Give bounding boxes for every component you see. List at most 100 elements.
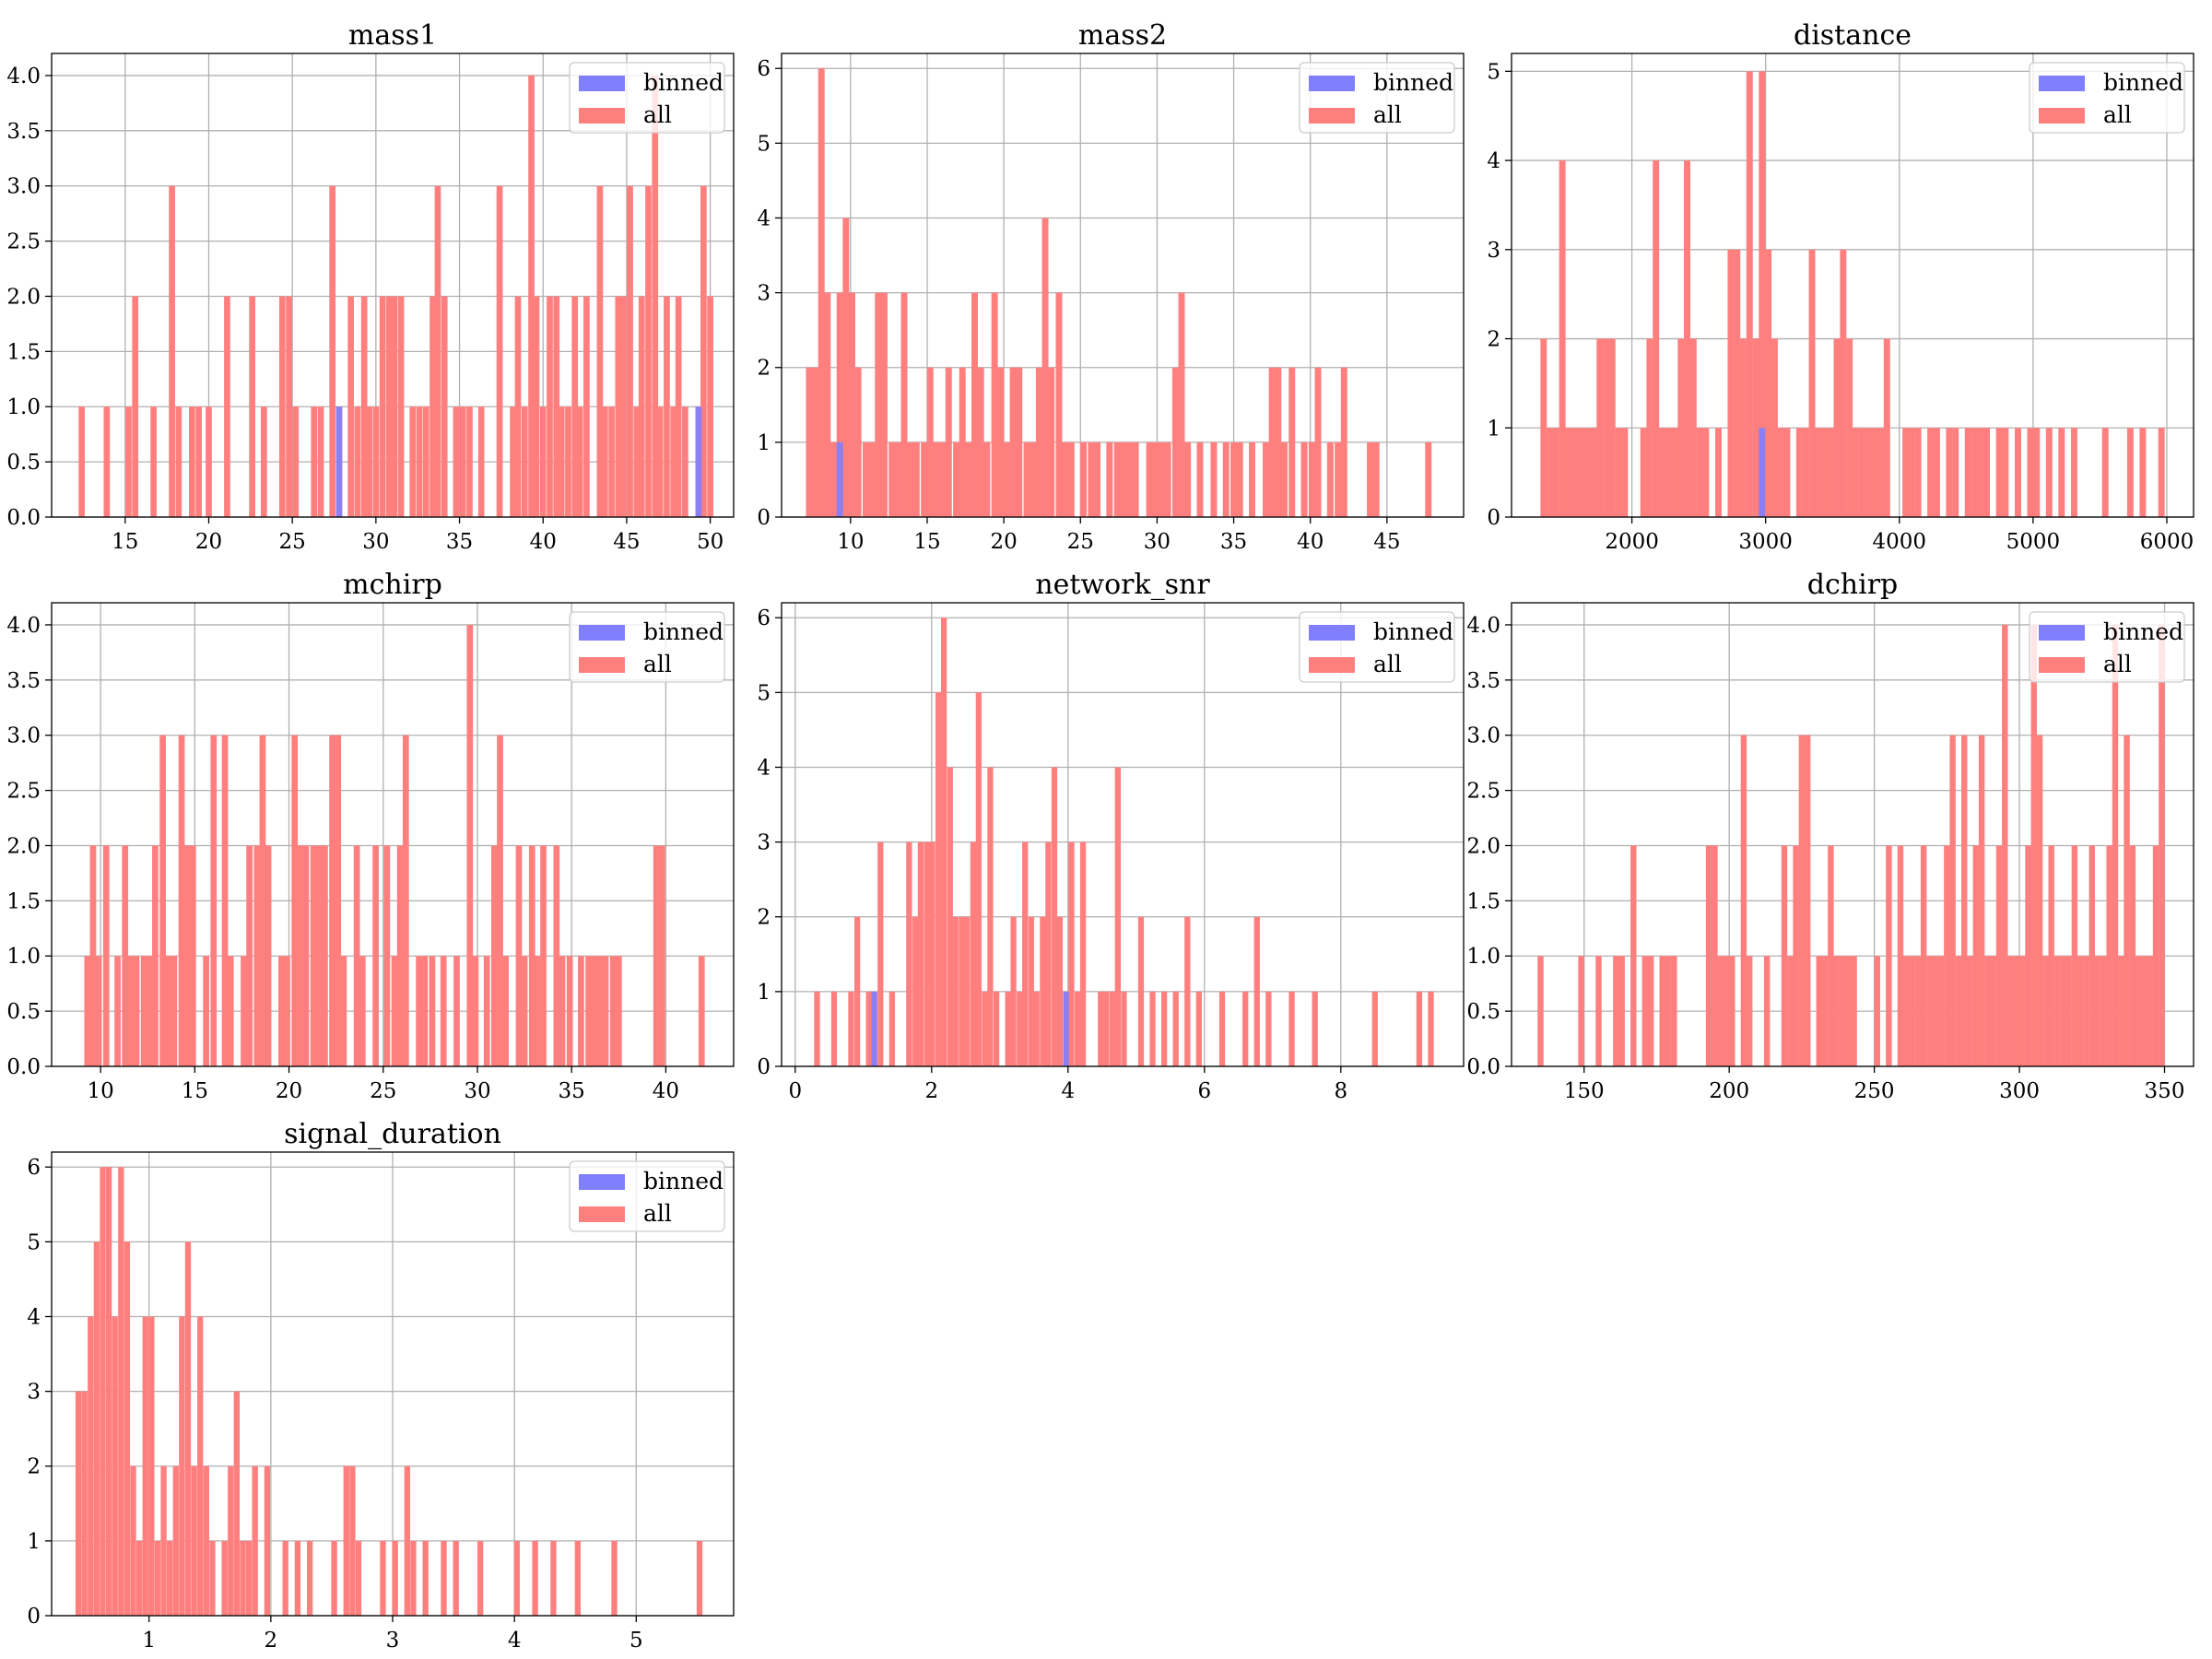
all-bar <box>459 406 466 517</box>
all-bar <box>559 956 566 1066</box>
all-bar <box>1964 428 1971 517</box>
all-bar <box>1787 956 1794 1066</box>
all-bar <box>340 956 347 1066</box>
all-bar <box>611 1540 618 1616</box>
legend: binned all <box>1299 611 1455 683</box>
all-bar <box>608 406 615 517</box>
all-bar <box>513 1540 520 1616</box>
all-bar <box>1677 338 1685 517</box>
all-bar <box>1752 338 1759 517</box>
all-bar <box>1877 428 1884 517</box>
all-bar <box>118 1167 124 1616</box>
all-bar <box>89 845 97 1066</box>
all-bar <box>2159 624 2165 1066</box>
all-bar <box>81 1391 88 1616</box>
all-bar <box>127 956 135 1066</box>
all-bar <box>260 406 267 517</box>
all-bar <box>1902 428 1910 517</box>
all-bar <box>179 1316 185 1616</box>
all-bar <box>1608 338 1616 517</box>
x-tick-label: 6000 <box>2140 530 2194 554</box>
all-bar <box>970 841 977 1066</box>
y-tick-label: 2.5 <box>1466 780 1500 804</box>
all-bar <box>2124 735 2130 1066</box>
all-bar <box>466 624 474 1066</box>
all-bar <box>1242 991 1249 1066</box>
all-bar <box>615 296 622 517</box>
y-tick-label: 4.0 <box>6 65 41 88</box>
all-bar <box>1932 956 1938 1066</box>
legend: binned all <box>2029 611 2185 683</box>
all-bar <box>533 296 540 517</box>
all-bar <box>1833 338 1841 517</box>
y-tick-label: 3.0 <box>1466 724 1500 748</box>
all-bar <box>982 991 988 1066</box>
all-bar <box>2036 735 2043 1066</box>
binned-bar <box>1759 428 1766 517</box>
all-bar <box>2135 956 2142 1066</box>
all-bar <box>1196 441 1204 517</box>
y-tick-label: 1 <box>757 981 771 1005</box>
all-bar <box>2015 428 2021 517</box>
subplot-title: mass1 <box>348 19 437 52</box>
all-bar <box>1937 956 1945 1066</box>
all-bar <box>142 1316 148 1616</box>
all-bar <box>95 956 102 1066</box>
legend-label-all: all <box>643 1200 672 1227</box>
all-bar <box>1845 956 1852 1066</box>
all-bar <box>1840 249 1847 517</box>
y-tick-label: 2.0 <box>1466 834 1500 858</box>
all-bar <box>830 441 838 517</box>
all-bar <box>210 735 218 1066</box>
x-tick-label: 10 <box>837 530 864 554</box>
all-bar <box>1821 428 1829 517</box>
all-bar <box>1903 956 1910 1066</box>
all-bar <box>2077 956 2084 1066</box>
y-tick-label: 1 <box>1487 417 1500 441</box>
all-bar <box>331 1540 337 1616</box>
all-bar <box>596 185 604 517</box>
all-bar <box>1030 441 1037 517</box>
all-bar <box>601 406 608 517</box>
all-bar <box>105 1167 112 1616</box>
all-bar <box>291 735 299 1066</box>
binned-bar <box>695 406 702 517</box>
all-bar <box>2058 428 2065 517</box>
all-bar <box>140 956 147 1066</box>
all-bar <box>1712 845 1718 1066</box>
x-tick-label: 20 <box>276 1079 302 1103</box>
all-bar <box>658 845 665 1066</box>
y-tick-label: 3 <box>1487 239 1500 263</box>
all-bar <box>535 956 541 1066</box>
all-bar <box>416 406 423 517</box>
all-bar <box>496 185 503 517</box>
all-bar <box>1172 991 1179 1066</box>
all-bar <box>1335 441 1342 517</box>
x-tick-label: 1 <box>142 1629 156 1653</box>
all-bar <box>441 296 448 517</box>
all-bar <box>1815 428 1822 517</box>
all-bar <box>1326 441 1334 517</box>
all-bar <box>317 406 324 517</box>
all-bar <box>125 406 132 517</box>
all-bar <box>410 1540 417 1616</box>
all-bar <box>830 991 838 1066</box>
all-bar <box>112 1316 118 1616</box>
all-bar <box>282 1540 288 1616</box>
all-bar <box>75 1391 82 1616</box>
all-bar <box>1428 991 1434 1066</box>
all-bar <box>1914 956 1922 1066</box>
all-bar <box>849 292 855 517</box>
y-tick-label: 3.5 <box>6 669 41 693</box>
all-bar <box>959 367 966 517</box>
all-bar <box>429 296 436 517</box>
legend-label-binned: binned <box>1373 618 1453 645</box>
all-bar <box>1184 441 1192 517</box>
all-bar <box>1659 956 1665 1066</box>
x-tick-label: 2000 <box>1605 530 1659 554</box>
all-bar <box>84 956 91 1066</box>
all-bar <box>965 441 972 517</box>
all-bar <box>1828 845 1834 1066</box>
all-bar <box>483 956 490 1066</box>
